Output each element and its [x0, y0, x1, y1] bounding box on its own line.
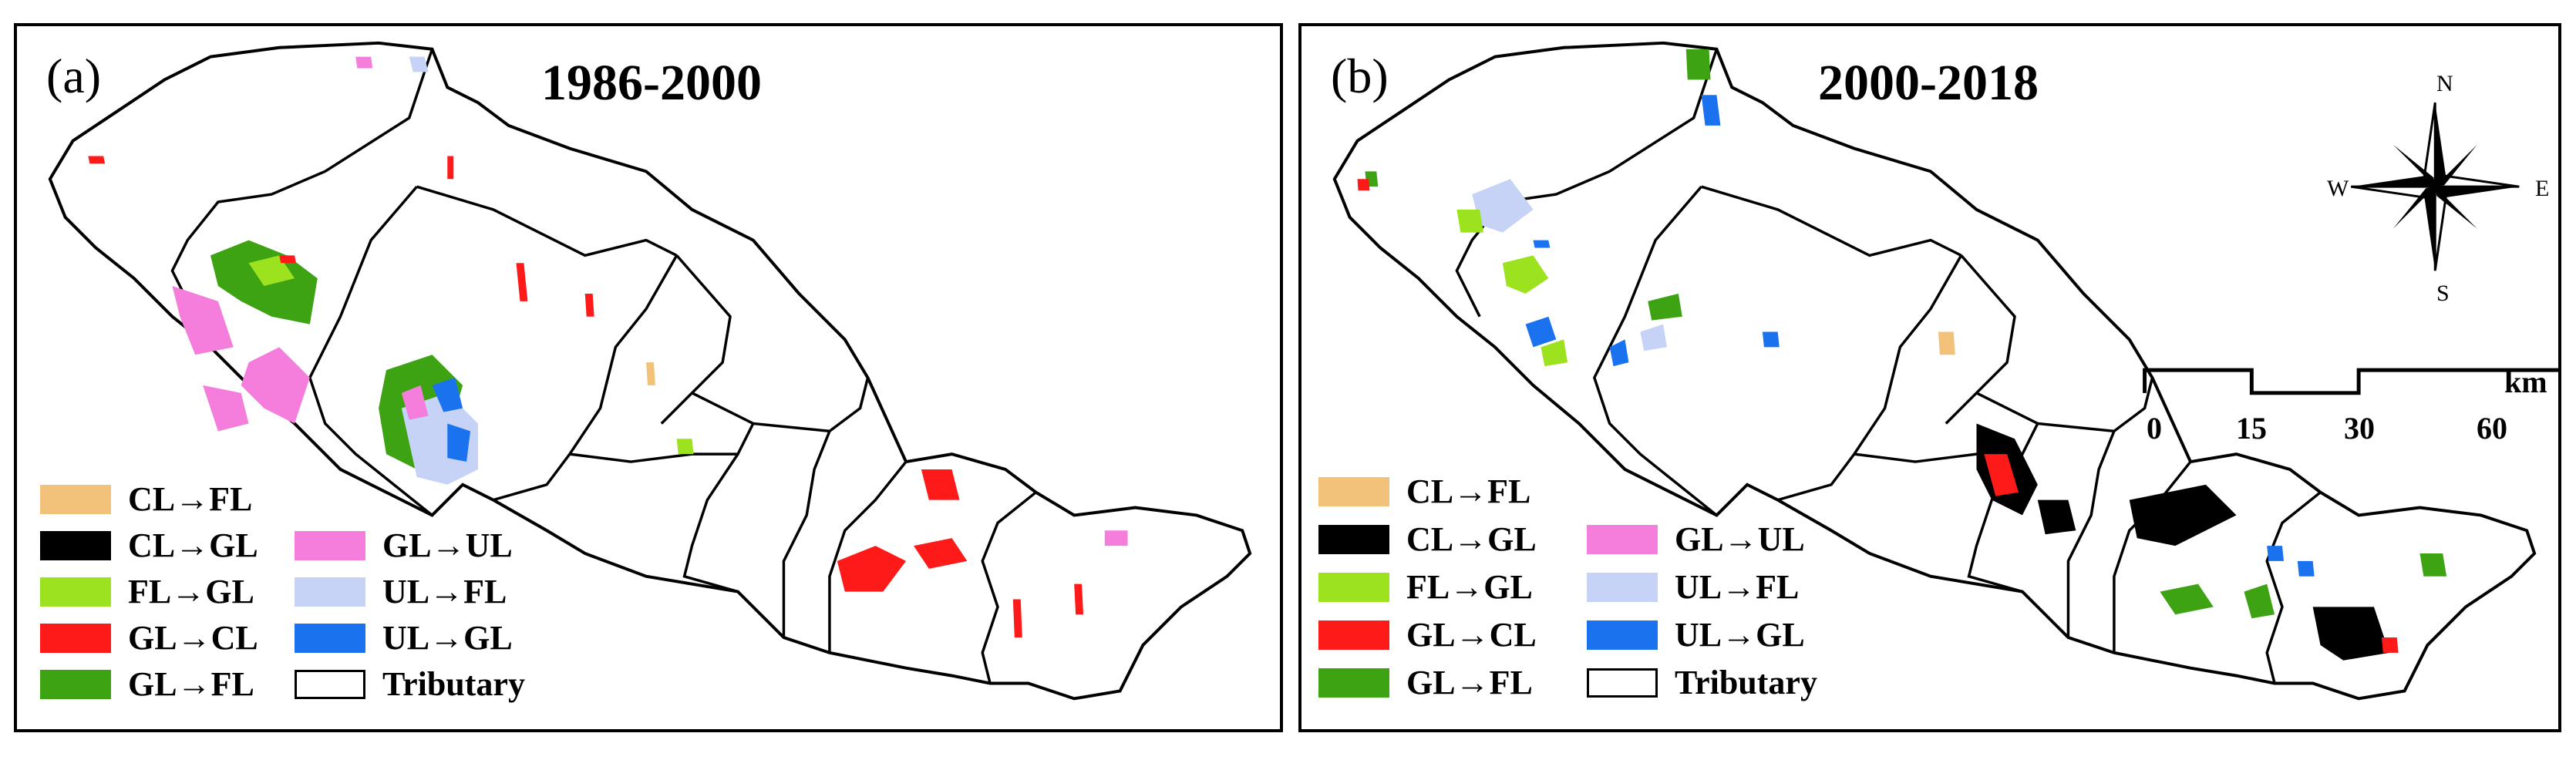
legend-label: UL→GL — [1675, 616, 1805, 654]
legend-swatch — [1318, 620, 1389, 650]
panel-letter: (a) — [46, 49, 102, 103]
legend-item: CL→GL — [1318, 520, 1537, 559]
legend-label: FL→GL — [1406, 568, 1533, 606]
legend-swatch — [1587, 572, 1658, 602]
legend-swatch — [40, 484, 111, 514]
legend-label: GL→CL — [1406, 616, 1537, 654]
legend-label: CL→FL — [1406, 472, 1531, 510]
legend-swatch — [1318, 668, 1389, 698]
compass-label-w: W — [2327, 176, 2349, 201]
map-2000-2018 — [1332, 41, 2558, 701]
legend-item: GL→CL — [40, 618, 258, 657]
legend-swatch — [1318, 476, 1389, 506]
legend-swatch — [40, 577, 111, 607]
legend-label: GL→UL — [382, 526, 513, 564]
legend-item: GL→UL — [1587, 520, 1805, 559]
legend-label: GL→FL — [128, 665, 254, 703]
legend-item: CL→FL — [1318, 472, 1530, 511]
legend-swatch — [1587, 668, 1658, 698]
legend-item: Tributary — [295, 664, 525, 704]
legend-item: GL→FL — [1318, 663, 1533, 702]
tributary-boundaries — [1455, 49, 2322, 684]
legend-label: CL→GL — [128, 526, 258, 564]
map-panel-1986-2000: (a) 1986-2000 CL→FL CL→GL FL→GL GL→CL GL… — [14, 23, 1283, 732]
compass-rose — [2350, 102, 2520, 271]
legend-item: FL→GL — [40, 572, 254, 611]
panel-period-title: 2000-2018 — [1818, 55, 2039, 111]
legend-swatch — [295, 669, 365, 699]
legend-label: UL→FL — [1675, 568, 1800, 606]
legend-swatch — [295, 623, 365, 653]
scale-tick-label: 60 — [2477, 411, 2507, 446]
panel-letter: (b) — [1331, 49, 1389, 103]
legend-label: Tributary — [1675, 664, 1817, 701]
compass-label-e: E — [2535, 176, 2550, 201]
legend-label: GL→CL — [128, 619, 258, 657]
compass-label-s: S — [2436, 281, 2450, 306]
legend-swatch — [1318, 524, 1389, 554]
legend-item: CL→GL — [40, 526, 258, 565]
legend-item: CL→FL — [40, 479, 252, 519]
legend-item: GL→UL — [295, 526, 513, 565]
legend-swatch — [1587, 524, 1658, 554]
scale-bar — [2143, 368, 2558, 395]
panel-period-title: 1986-2000 — [541, 55, 762, 111]
scale-tick-label: 30 — [2344, 411, 2375, 446]
legend-swatch — [1318, 572, 1389, 602]
legend-label: CL→FL — [128, 480, 253, 518]
legend-swatch — [295, 530, 365, 560]
legend-item: UL→GL — [1587, 615, 1805, 654]
legend-item: GL→FL — [40, 664, 254, 704]
legend-item: GL→CL — [1318, 615, 1537, 654]
scale-tick-label: 0 — [2147, 411, 2162, 446]
legend-swatch — [1587, 620, 1658, 650]
legend-label: Tributary — [382, 665, 525, 703]
legend-swatch — [40, 530, 111, 560]
scale-unit: km — [2504, 365, 2547, 399]
legend-item: UL→FL — [1587, 567, 1799, 607]
legend-item: UL→FL — [295, 572, 507, 611]
legend-swatch — [40, 623, 111, 653]
legend-item: UL→GL — [295, 618, 513, 657]
basin-outline — [1332, 41, 2537, 701]
legend-label: UL→FL — [382, 573, 507, 610]
legend-label: GL→UL — [1675, 520, 1805, 558]
legend-item: Tributary — [1587, 663, 1817, 702]
legend-label: GL→FL — [1406, 664, 1533, 701]
change-patches — [88, 56, 1128, 638]
legend-label: UL→GL — [382, 619, 513, 657]
legend-item: FL→GL — [1318, 567, 1533, 607]
legend-label: CL→GL — [1406, 520, 1537, 558]
legend-swatch — [295, 577, 365, 607]
map-1986-2000 — [48, 41, 1252, 701]
change-patches — [1357, 49, 2447, 661]
compass-label-n: N — [2436, 71, 2453, 96]
scale-tick-label: 15 — [2236, 411, 2267, 446]
legend-label: FL→GL — [128, 573, 254, 610]
map-panel-2000-2018: (b) 2000-2018 N S E W 0 15 30 60 km CL→F… — [1298, 23, 2561, 732]
legend-swatch — [40, 669, 111, 699]
